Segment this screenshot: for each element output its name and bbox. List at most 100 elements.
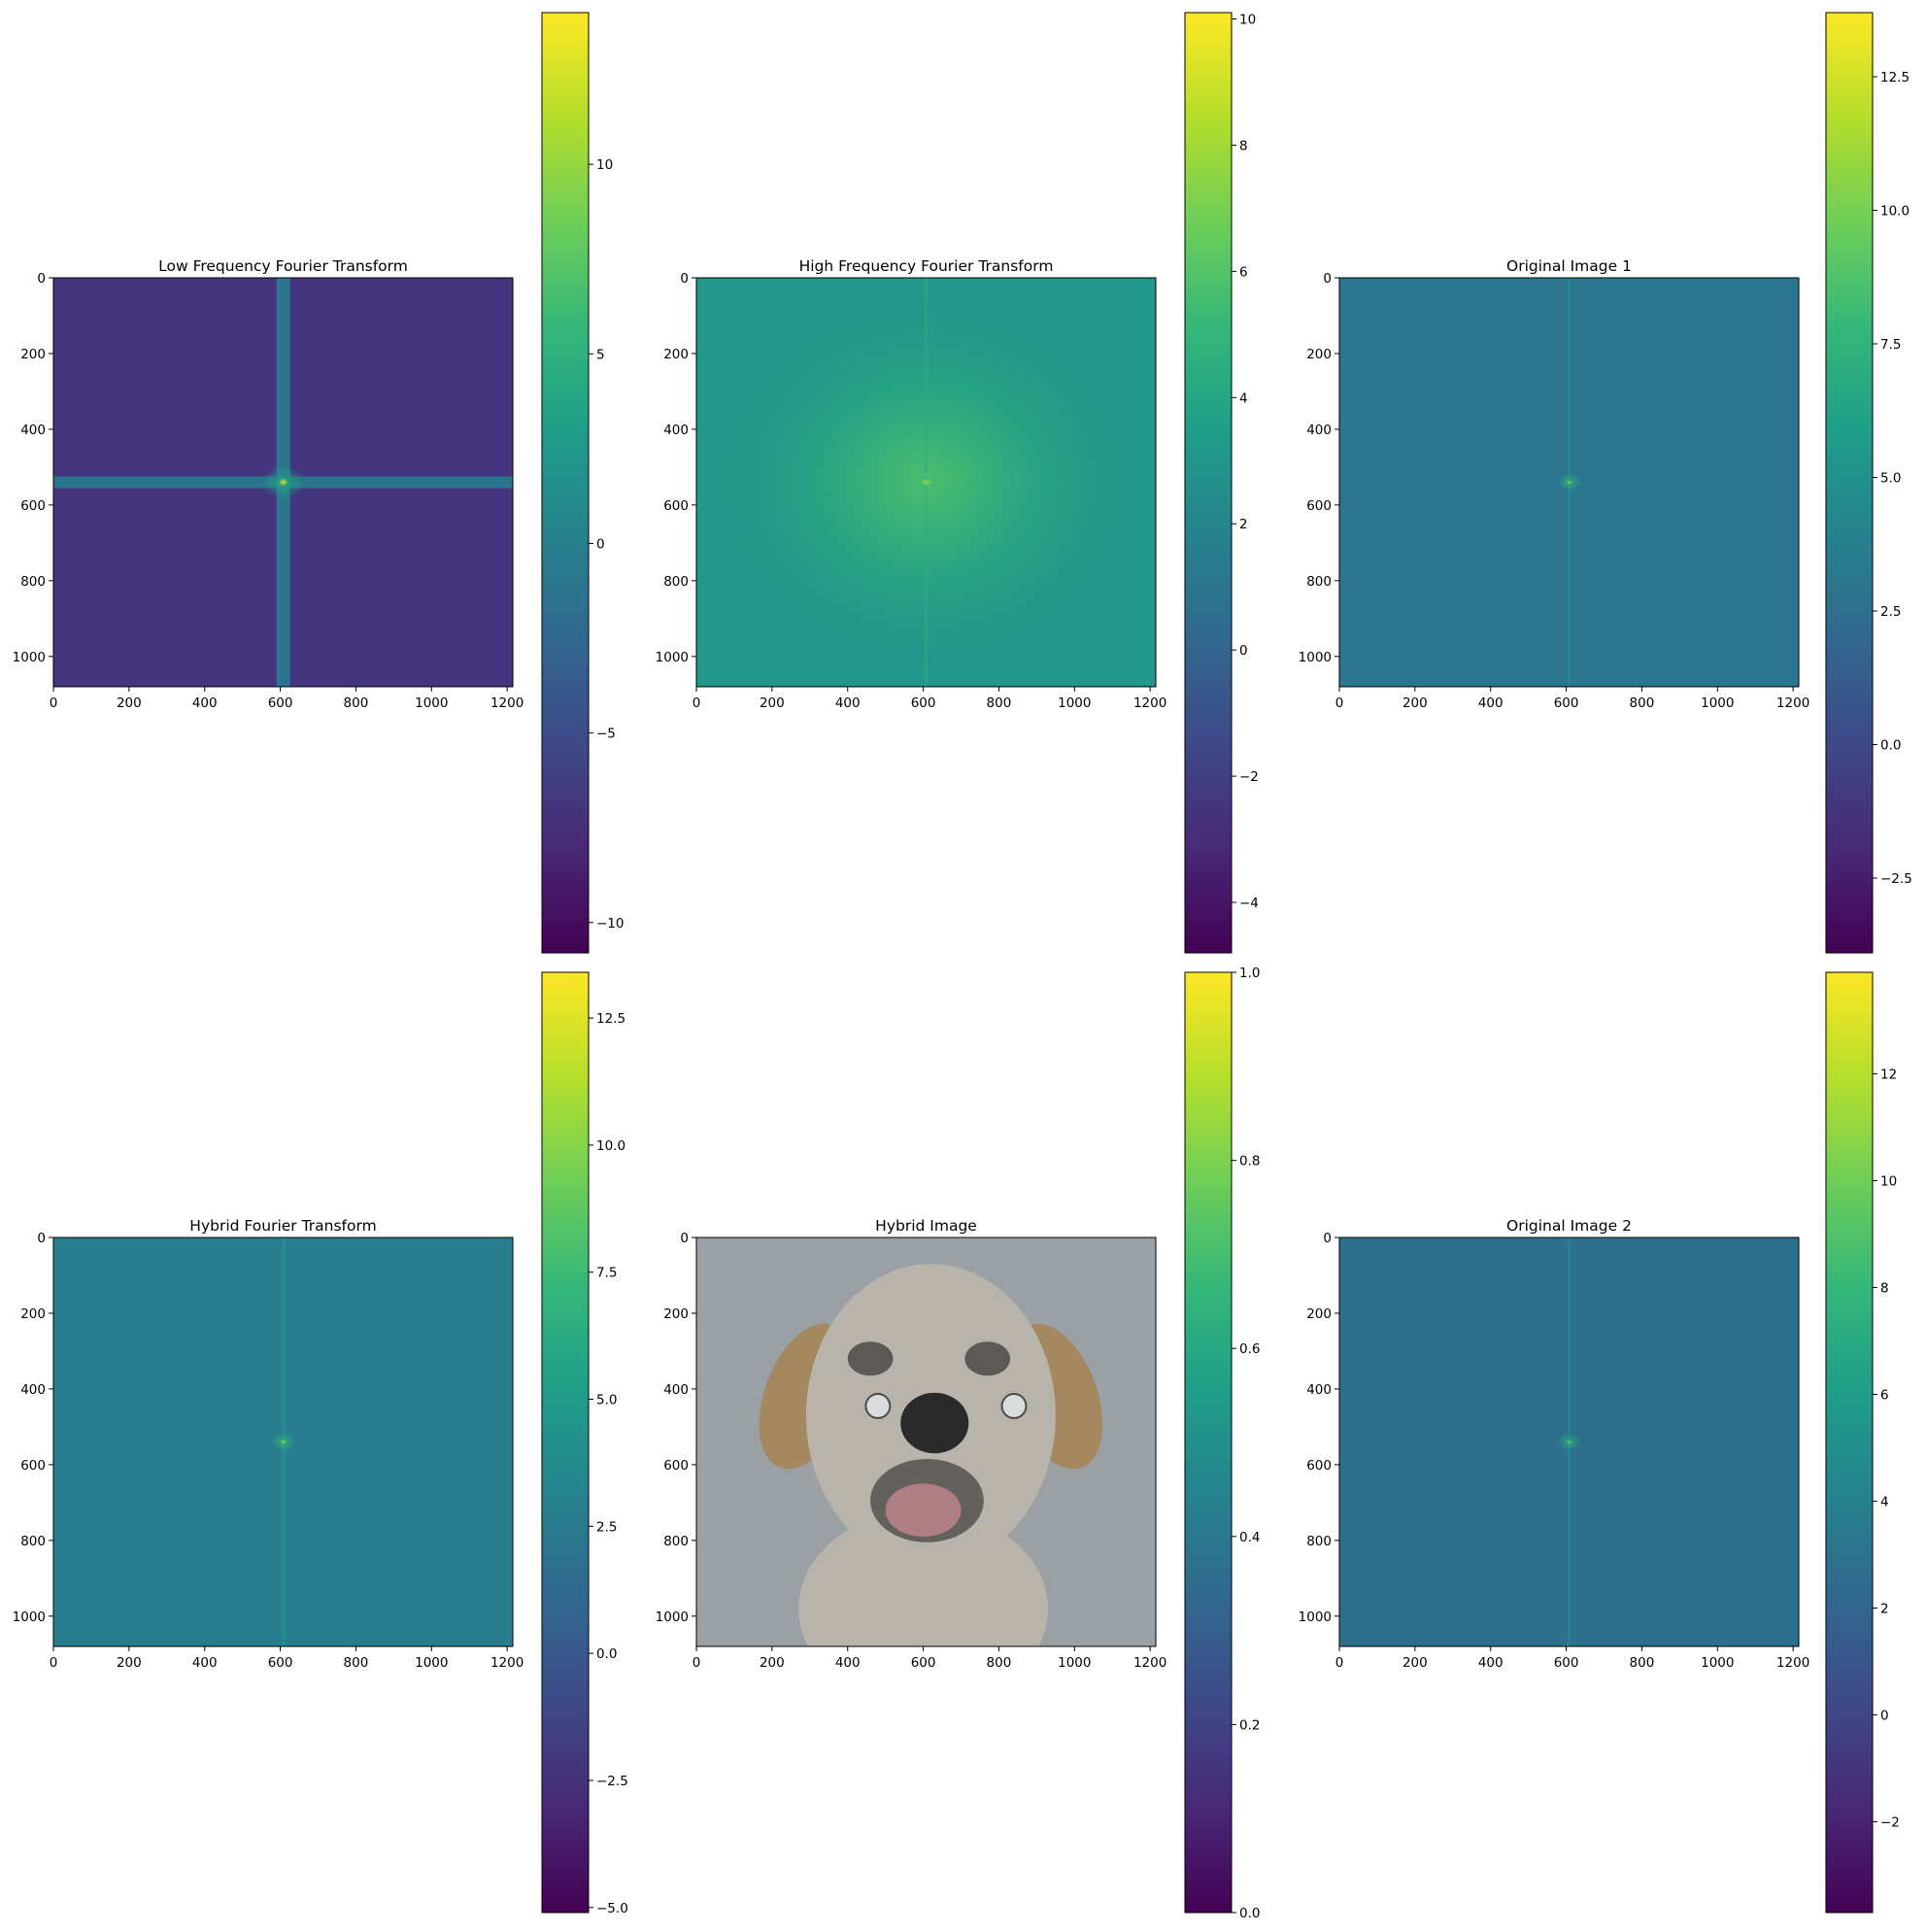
panel-4: Hybrid Image 0 200 400 600 800 1000 1200 0 200 400… (656, 966, 1261, 1921)
x-tick-label: 0 (50, 1655, 58, 1671)
x-tick-label: 1000 (1058, 1655, 1091, 1671)
y-tick-label: 800 (20, 574, 46, 590)
y-tick-label: 0 (680, 271, 689, 287)
x-tick-label: 400 (192, 1655, 218, 1671)
colorbar-tick-label: 10 (596, 157, 613, 173)
colorbar-tick-label: 0.0 (1239, 1906, 1260, 1921)
x-tick-label: 0 (1335, 695, 1344, 711)
colorbar-tick-label: −4 (1239, 896, 1259, 911)
x-tick-label: 200 (760, 1655, 785, 1671)
panel-title: High Frequency Fourier Transform (799, 257, 1054, 275)
y-tick-label: 200 (663, 347, 689, 362)
panel-title: Hybrid Fourier Transform (189, 1217, 376, 1235)
colorbar-tick-label: 5 (596, 347, 605, 362)
colorbar-tick-label: 1.0 (1239, 966, 1260, 981)
x-tick-label: 800 (1630, 1655, 1655, 1671)
panel-2: Original Image 1 0 200 400 600 800 1000 1200 0 20… (1299, 12, 1912, 954)
colorbar (1825, 971, 1874, 1914)
puppy-right-eye-patch (964, 1341, 1011, 1376)
axes-frame (1338, 277, 1800, 688)
x-tick-label: 1000 (1701, 695, 1734, 711)
colorbar-tick-label: 6 (1239, 264, 1248, 280)
x-tick-label: 1200 (1776, 695, 1809, 711)
colorbar (1825, 12, 1874, 954)
x-tick-label: 0 (693, 695, 701, 711)
colorbar-tick-label: 0 (1880, 1709, 1889, 1724)
y-tick-label: 800 (663, 574, 689, 590)
colorbar-tick-label: 0.8 (1239, 1154, 1260, 1169)
colorbar-tick-label: −2.5 (1880, 871, 1912, 887)
colorbar-tick-label: −2 (1239, 769, 1259, 785)
y-tick-label: 0 (1323, 1231, 1332, 1246)
colorbar-tick-label: −10 (596, 916, 625, 932)
y-tick-label: 600 (1306, 1458, 1332, 1474)
x-tick-label: 800 (987, 695, 1012, 711)
colorbar (541, 12, 590, 954)
colorbar (541, 971, 590, 1914)
puppy-tongue (885, 1483, 962, 1537)
y-tick-label: 200 (20, 347, 46, 362)
panel-title: Low Frequency Fourier Transform (158, 257, 408, 275)
axes-frame (1338, 1237, 1800, 1647)
y-tick-label: 0 (37, 271, 46, 287)
y-tick-label: 0 (37, 1231, 46, 1246)
x-tick-label: 400 (835, 695, 861, 711)
image-area (1339, 1237, 1799, 1646)
x-tick-label: 200 (760, 695, 785, 711)
colorbar-tick-label: 4 (1880, 1495, 1889, 1510)
colorbar-tick-label: 12.5 (596, 1011, 625, 1027)
y-tick-label: 800 (1306, 1534, 1332, 1549)
colorbar-tick-label: 0 (596, 536, 605, 552)
panel-1: High Frequency Fourier Transform 0 200 400 6… (656, 12, 1259, 954)
x-tick-label: 600 (268, 695, 293, 711)
panel-title: Hybrid Image (875, 1217, 977, 1235)
y-tick-label: 600 (1306, 498, 1332, 514)
colorbar-tick-label: 8 (1239, 138, 1248, 153)
colorbar-tick-label: 0.6 (1239, 1341, 1260, 1357)
y-tick-label: 600 (20, 498, 46, 514)
x-tick-label: 0 (693, 1655, 701, 1671)
colorbar-tick-label: 6 (1880, 1388, 1889, 1404)
x-tick-label: 800 (1630, 695, 1655, 711)
colorbar-tick-label: 2 (1239, 517, 1248, 532)
colorbar-tick-label: 5.0 (1880, 471, 1901, 487)
y-tick-label: 600 (663, 498, 689, 514)
y-tick-label: 400 (1306, 423, 1332, 438)
y-tick-label: 400 (663, 423, 689, 438)
colorbar (1184, 12, 1233, 954)
colorbar-tick-label: 0.0 (1880, 738, 1901, 754)
colorbar-tick-label: 5.0 (596, 1393, 617, 1408)
image-area (53, 278, 513, 687)
x-tick-label: 600 (1554, 1655, 1579, 1671)
colorbar-tick-label: 4 (1239, 390, 1248, 406)
panel-title: Original Image 1 (1506, 257, 1632, 275)
y-tick-label: 800 (1306, 574, 1332, 590)
colorbar-tick-label: 7.5 (1880, 337, 1901, 353)
axes-frame (52, 277, 514, 688)
colorbar-tick-label: 12.5 (1880, 70, 1909, 85)
x-tick-label: 0 (1335, 1655, 1344, 1671)
x-tick-label: 1200 (1133, 695, 1166, 711)
spectrum-center-peak (902, 468, 950, 496)
x-tick-label: 1000 (1058, 695, 1091, 711)
y-tick-label: 1000 (1299, 1610, 1332, 1625)
spectrum-center-peak (271, 1433, 295, 1451)
axes-frame (52, 1237, 514, 1647)
x-tick-label: 200 (117, 695, 142, 711)
spectrum-center-peak (1557, 1433, 1581, 1451)
y-tick-label: 1000 (13, 650, 46, 665)
colorbar-tick-label: 8 (1880, 1281, 1889, 1297)
colorbar-tick-label: 12 (1880, 1068, 1897, 1083)
y-tick-label: 0 (680, 1231, 689, 1246)
x-tick-label: 400 (192, 695, 218, 711)
panel-title: Original Image 2 (1506, 1217, 1632, 1235)
axes-frame (695, 1237, 1157, 1647)
x-tick-label: 1000 (1701, 1655, 1734, 1671)
x-tick-label: 0 (50, 695, 58, 711)
y-tick-label: 200 (1306, 1306, 1332, 1322)
y-tick-label: 800 (663, 1534, 689, 1549)
y-tick-label: 600 (20, 1458, 46, 1474)
panel-3: Hybrid Fourier Transform 0 200 400 600 800 100… (13, 971, 628, 1916)
puppy-right-eye (1000, 1393, 1028, 1419)
